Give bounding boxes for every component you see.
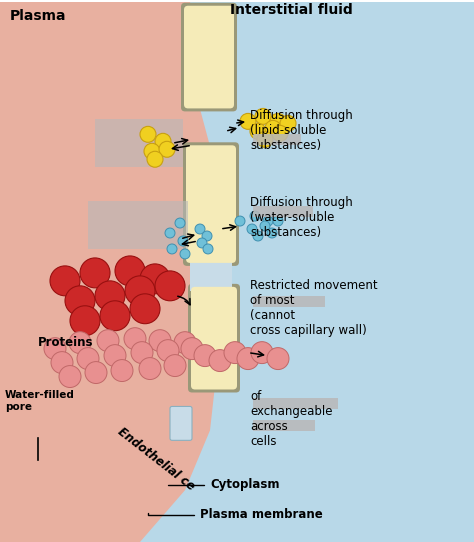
Circle shape: [111, 359, 133, 382]
Circle shape: [125, 276, 155, 306]
FancyBboxPatch shape: [184, 6, 234, 108]
Circle shape: [280, 115, 296, 131]
FancyBboxPatch shape: [253, 296, 325, 307]
Circle shape: [140, 264, 170, 294]
Circle shape: [70, 306, 100, 335]
Circle shape: [115, 256, 145, 286]
Circle shape: [165, 228, 175, 238]
Text: Proteins: Proteins: [38, 335, 93, 349]
Circle shape: [265, 120, 281, 137]
FancyBboxPatch shape: [88, 201, 188, 249]
Text: Water-filled
pore: Water-filled pore: [5, 390, 75, 412]
Text: Diffusion through
(water-soluble
substances): Diffusion through (water-soluble substan…: [250, 196, 353, 239]
FancyBboxPatch shape: [181, 3, 237, 112]
Circle shape: [139, 358, 161, 379]
Circle shape: [181, 338, 203, 359]
Text: Plasma: Plasma: [10, 9, 66, 23]
FancyBboxPatch shape: [170, 406, 192, 440]
Circle shape: [273, 216, 283, 226]
Text: Diffusion through
(lipid-soluble
substances): Diffusion through (lipid-soluble substan…: [250, 109, 353, 152]
Circle shape: [197, 238, 207, 248]
Circle shape: [224, 341, 246, 364]
Circle shape: [209, 350, 231, 372]
Circle shape: [247, 224, 257, 234]
Circle shape: [194, 345, 216, 366]
Circle shape: [260, 221, 270, 231]
Text: Plasma membrane: Plasma membrane: [148, 508, 323, 521]
Circle shape: [195, 224, 205, 234]
Circle shape: [255, 108, 271, 124]
Circle shape: [253, 231, 263, 241]
Text: Cytoplasm: Cytoplasm: [168, 478, 280, 491]
Circle shape: [95, 281, 125, 311]
Circle shape: [50, 266, 80, 296]
FancyBboxPatch shape: [190, 259, 232, 291]
FancyBboxPatch shape: [95, 119, 183, 167]
Circle shape: [270, 113, 286, 130]
Circle shape: [131, 341, 153, 364]
Circle shape: [272, 125, 288, 141]
Circle shape: [250, 124, 266, 139]
Circle shape: [80, 258, 110, 288]
Circle shape: [140, 126, 156, 143]
Circle shape: [97, 330, 119, 352]
Circle shape: [180, 249, 190, 259]
Circle shape: [251, 341, 273, 364]
FancyBboxPatch shape: [253, 421, 315, 431]
Circle shape: [263, 216, 273, 226]
Circle shape: [174, 332, 196, 353]
Circle shape: [104, 345, 126, 366]
Circle shape: [267, 228, 277, 238]
Circle shape: [164, 354, 186, 377]
Circle shape: [235, 216, 245, 226]
Circle shape: [85, 362, 107, 384]
Circle shape: [250, 211, 260, 221]
Circle shape: [77, 347, 99, 370]
FancyBboxPatch shape: [253, 134, 301, 145]
Circle shape: [237, 347, 259, 370]
Circle shape: [175, 218, 185, 228]
Circle shape: [202, 231, 212, 241]
FancyBboxPatch shape: [188, 284, 240, 392]
FancyBboxPatch shape: [253, 206, 313, 217]
Circle shape: [130, 294, 160, 324]
Polygon shape: [0, 2, 215, 542]
Circle shape: [149, 330, 171, 352]
FancyBboxPatch shape: [191, 287, 237, 390]
Circle shape: [157, 340, 179, 362]
Circle shape: [147, 151, 163, 167]
Circle shape: [124, 328, 146, 350]
FancyBboxPatch shape: [183, 143, 239, 266]
Circle shape: [69, 332, 91, 353]
Circle shape: [59, 365, 81, 388]
Circle shape: [155, 133, 171, 149]
Circle shape: [203, 244, 213, 254]
Circle shape: [144, 143, 160, 159]
Circle shape: [44, 338, 66, 359]
Circle shape: [100, 301, 130, 331]
Circle shape: [51, 352, 73, 373]
Circle shape: [240, 113, 256, 130]
Text: of
exchangeable
across
cells: of exchangeable across cells: [250, 390, 332, 448]
FancyBboxPatch shape: [186, 145, 236, 263]
Text: Restricted movement
of most
(cannot
cross capillary wall): Restricted movement of most (cannot cros…: [250, 279, 378, 337]
Circle shape: [159, 141, 175, 157]
Circle shape: [267, 347, 289, 370]
Circle shape: [257, 131, 273, 147]
Circle shape: [65, 286, 95, 316]
Circle shape: [155, 271, 185, 301]
Circle shape: [167, 244, 177, 254]
Text: Endothelial ce: Endothelial ce: [115, 425, 197, 493]
FancyBboxPatch shape: [253, 398, 338, 409]
Text: Interstitial fluid: Interstitial fluid: [230, 3, 353, 17]
Circle shape: [178, 236, 188, 246]
